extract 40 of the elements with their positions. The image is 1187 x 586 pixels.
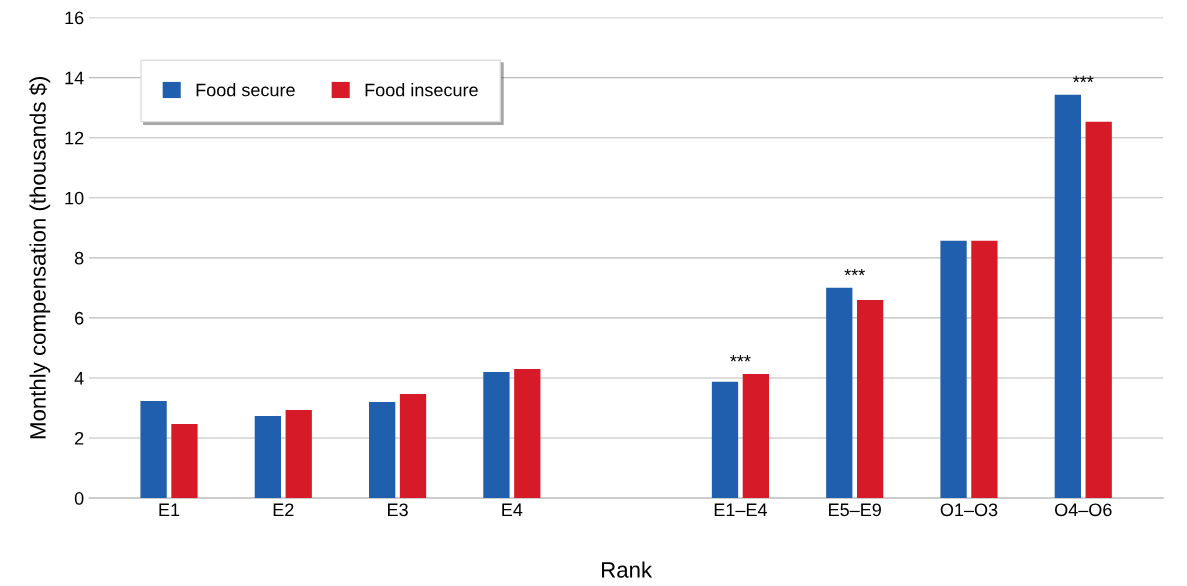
y-tick-label: 16 <box>65 11 84 25</box>
bar <box>254 416 282 499</box>
bar <box>1054 94 1081 499</box>
x-axis-title: Rank <box>602 561 653 578</box>
annotation: *** <box>730 355 751 362</box>
y-tick-label: 4 <box>74 372 84 385</box>
y-axis-title: Monthly compensation (thousands $) <box>29 77 51 439</box>
y-tick-label: 2 <box>75 431 84 445</box>
legend-label: Food secure <box>196 83 295 97</box>
x-tick-label: E4 <box>502 503 523 517</box>
bar <box>826 287 853 499</box>
bar <box>399 393 427 499</box>
bar <box>856 299 884 499</box>
y-tick-label: 0 <box>74 492 84 505</box>
x-tick-label: E1–E4 <box>714 503 767 517</box>
bar <box>140 401 167 499</box>
y-tick-label: 12 <box>65 131 84 145</box>
y-tick-label: 8 <box>74 251 84 265</box>
x-tick-label: E5–E9 <box>829 503 881 517</box>
bar <box>1085 121 1112 499</box>
bar <box>711 381 739 499</box>
bar <box>971 240 998 499</box>
bar <box>285 410 312 499</box>
bar <box>483 371 510 499</box>
y-tick-label: 6 <box>75 311 84 325</box>
bar <box>171 423 198 499</box>
bar <box>514 368 541 499</box>
bar <box>369 402 396 499</box>
legend-label: Food insecure <box>365 83 478 97</box>
y-tick-label: 14 <box>65 71 84 85</box>
x-tick-label: O4–O6 <box>1055 503 1112 517</box>
x-tick-label: E3 <box>388 503 408 517</box>
bar <box>742 374 769 499</box>
x-tick-label: O1–O3 <box>940 503 998 517</box>
x-tick-label: E1 <box>159 503 180 517</box>
y-tick-label: 10 <box>65 191 84 205</box>
bar <box>940 240 967 499</box>
annotation: *** <box>844 268 865 276</box>
x-tick-label: E2 <box>273 503 294 517</box>
annotation: *** <box>1073 75 1094 83</box>
